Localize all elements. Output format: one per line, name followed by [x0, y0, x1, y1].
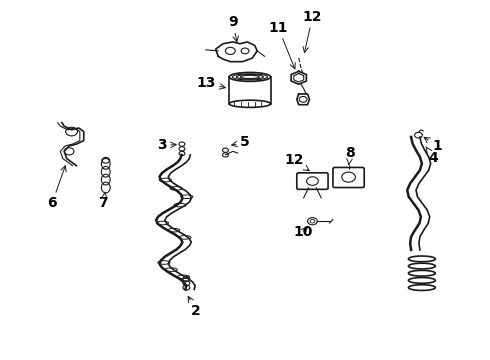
- Text: 8: 8: [345, 146, 355, 165]
- Text: 12: 12: [284, 153, 309, 171]
- Text: 13: 13: [196, 76, 225, 90]
- Text: 3: 3: [157, 138, 176, 152]
- Text: 12: 12: [303, 10, 322, 53]
- Text: 9: 9: [228, 15, 239, 42]
- Text: 10: 10: [293, 225, 312, 239]
- Text: 2: 2: [188, 296, 201, 318]
- Text: 1: 1: [424, 137, 442, 153]
- Text: 5: 5: [232, 135, 250, 149]
- Text: 6: 6: [47, 166, 66, 210]
- Text: 4: 4: [426, 147, 438, 165]
- Text: 7: 7: [98, 192, 108, 210]
- Text: 11: 11: [269, 21, 295, 69]
